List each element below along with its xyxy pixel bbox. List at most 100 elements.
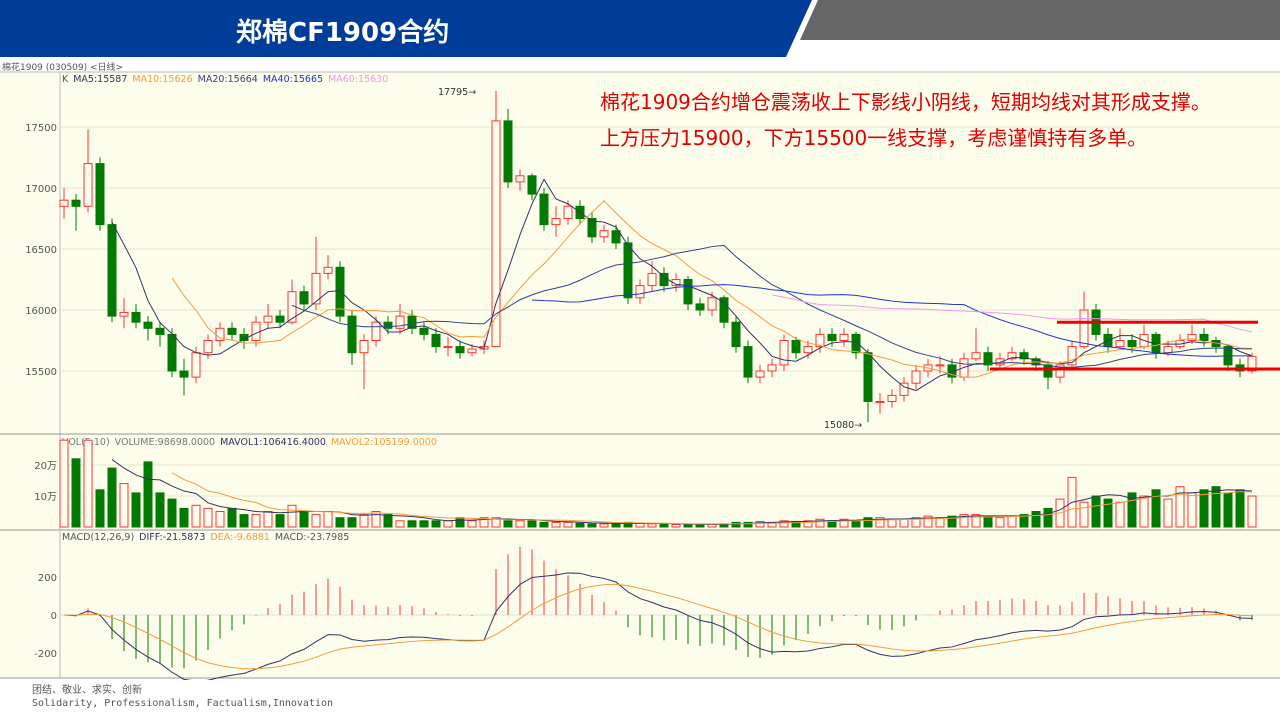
- volume-bar: [899, 518, 909, 528]
- volume-bar: [1139, 495, 1149, 528]
- volume-bar: [1103, 498, 1113, 528]
- candle-body: [443, 346, 453, 349]
- candle-body: [131, 311, 141, 323]
- legend-ma60: MA60:15630: [328, 74, 388, 85]
- volume-bar: [1127, 492, 1137, 528]
- candle-body: [491, 120, 501, 348]
- candle-body: [359, 340, 369, 354]
- volume-bar: [323, 511, 333, 528]
- price-tick-label: 16500: [25, 245, 57, 256]
- candle-body: [383, 321, 393, 329]
- candle-body: [911, 370, 921, 384]
- footer: 团结、敬业、求实、创新 Solidarity, Professionalism,…: [32, 684, 333, 710]
- candle-body: [635, 285, 645, 299]
- legend-ma10: MA10:15626: [132, 74, 192, 85]
- candle-body: [1163, 346, 1173, 354]
- candle-body: [935, 364, 945, 367]
- volume-bar: [959, 514, 969, 528]
- volume-bar: [575, 522, 585, 528]
- volume-bar: [131, 492, 141, 528]
- volume-bar: [83, 439, 93, 528]
- candle-body: [659, 272, 669, 287]
- candle-body: [431, 333, 441, 348]
- volume-bar: [803, 520, 813, 528]
- candle-body: [551, 218, 561, 226]
- candle-body: [899, 382, 909, 396]
- volume-bar: [347, 517, 357, 528]
- candle-body: [323, 266, 333, 274]
- volume-bar: [395, 520, 405, 528]
- macd-legend-diff: DIFF:-21.5873: [139, 532, 205, 543]
- volume-bar: [419, 520, 429, 528]
- macd-tick-label: 0: [51, 611, 57, 622]
- candle-body: [1007, 352, 1017, 360]
- chart-header: 棉花1909 (030509) <日线>: [2, 63, 124, 73]
- volume-bar: [143, 461, 153, 528]
- volume-bar: [503, 520, 513, 528]
- volume-bar: [1175, 486, 1185, 528]
- volume-bar: [659, 523, 669, 528]
- volume-bar: [983, 515, 993, 528]
- volume-bar: [167, 498, 177, 528]
- macd-legend-dea: DEA:-9.6881: [210, 532, 270, 543]
- volume-bar: [1115, 501, 1125, 528]
- volume-bar: [563, 521, 573, 528]
- legend-ma40: MA40:15665: [263, 74, 323, 85]
- volume-bar: [551, 521, 561, 528]
- volume-bar: [851, 520, 861, 528]
- volume-bar: [1223, 492, 1233, 528]
- candle-body: [731, 321, 741, 348]
- candle-body: [827, 333, 837, 341]
- candle-body: [503, 120, 513, 183]
- candle-body: [455, 346, 465, 354]
- candle-body: [263, 315, 273, 323]
- candle-body: [695, 303, 705, 311]
- volume-bar: [59, 439, 69, 528]
- volume-bar: [227, 507, 237, 528]
- candle-body: [779, 340, 789, 366]
- candle-body: [803, 346, 813, 354]
- candle-body: [539, 193, 549, 226]
- chart-header-bar: [0, 58, 1280, 72]
- volume-bar: [179, 507, 189, 528]
- volume-bar: [287, 504, 297, 528]
- candle-body: [623, 242, 633, 299]
- candle-body: [407, 315, 417, 329]
- volume-bar: [431, 520, 441, 528]
- candle-body: [251, 321, 261, 342]
- candle-body: [1019, 352, 1029, 360]
- ma40-line: [531, 284, 1253, 357]
- candle-body: [95, 163, 105, 226]
- candle-body: [851, 333, 861, 354]
- volume-bar: [923, 515, 933, 528]
- candle-body: [527, 175, 537, 195]
- candle-body: [647, 272, 657, 287]
- candle-body: [839, 333, 849, 341]
- macd-legend-macd: MACD:-23.7985: [275, 532, 349, 543]
- legend-ma20: MA20:15664: [198, 74, 258, 85]
- high-marker: 17795→: [438, 87, 476, 98]
- volume-bar: [911, 517, 921, 528]
- candle-body: [563, 205, 573, 220]
- candle-body: [419, 327, 429, 335]
- volume-legend-mavol2: MAVOL2:105199.0000: [331, 437, 437, 448]
- volume-bar: [383, 514, 393, 528]
- volume-bar: [887, 518, 897, 528]
- candle-body: [1187, 333, 1197, 341]
- candle-body: [119, 311, 129, 317]
- candle-body: [719, 297, 729, 323]
- candle-body: [599, 230, 609, 238]
- volume-bar: [815, 518, 825, 528]
- title-bar-shape: [0, 0, 1280, 57]
- candle-body: [71, 199, 81, 207]
- candle-body: [227, 327, 237, 335]
- candle-body: [107, 224, 117, 317]
- legend-ma5: MA5:15587: [73, 74, 127, 85]
- volume-bar: [1235, 489, 1245, 528]
- candlestick-chart[interactable]: 17500 17000 16500 16000 15500 K MA5:15587 MA10:…: [0, 58, 1280, 680]
- volume-bar: [1007, 515, 1017, 528]
- candle-body: [767, 364, 777, 372]
- mavol2-line: [171, 472, 1253, 525]
- candle-body: [1127, 340, 1137, 348]
- volume-bar: [863, 517, 873, 528]
